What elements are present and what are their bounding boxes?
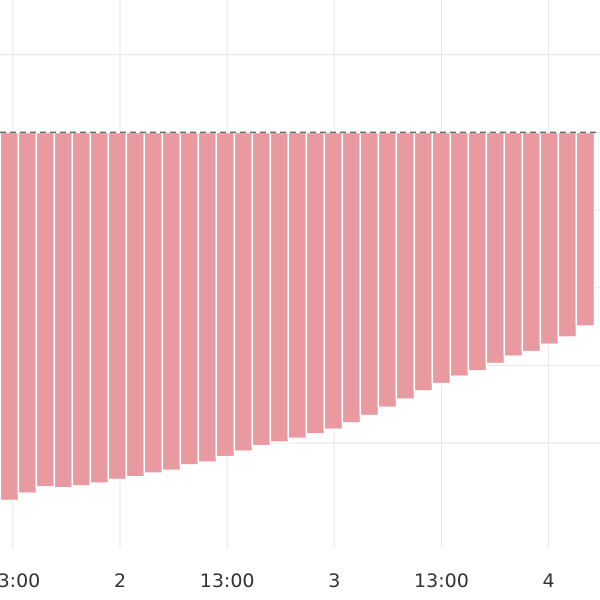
bar (161, 131, 182, 472)
bar (269, 131, 290, 443)
x-tick-label: 13:00 (414, 570, 469, 592)
bar (125, 131, 146, 478)
bar (503, 131, 524, 357)
bar (143, 131, 164, 474)
bars (0, 131, 596, 502)
x-tick-label: 2 (114, 570, 126, 592)
bar (431, 131, 452, 385)
bar (107, 131, 128, 481)
bar (323, 131, 344, 431)
bar (521, 131, 542, 353)
bar (575, 131, 596, 327)
bar (377, 131, 398, 409)
bar (197, 131, 218, 463)
x-tick-label: 13:00 (0, 570, 40, 592)
bar (0, 131, 20, 502)
x-tick-label: 13:00 (200, 570, 255, 592)
bar (89, 131, 110, 484)
bar (485, 131, 506, 365)
x-tick-label: 4 (543, 570, 555, 592)
bar (215, 131, 236, 458)
bar (35, 131, 56, 488)
bar (179, 131, 200, 466)
bar (413, 131, 434, 392)
x-axis-ticks: 13:00 2 13:00 3 13:00 4 (0, 570, 555, 592)
bar (359, 131, 380, 417)
bar (467, 131, 488, 372)
bar (557, 131, 578, 338)
bar (53, 131, 74, 489)
bar (71, 131, 92, 487)
bar (17, 131, 38, 494)
bar (449, 131, 470, 378)
x-tick-label: 3 (328, 570, 340, 592)
bar (539, 131, 560, 346)
bar (305, 131, 326, 435)
bar (287, 131, 308, 440)
bar (233, 131, 254, 452)
bar (395, 131, 416, 400)
bar (251, 131, 272, 447)
bar (341, 131, 362, 424)
